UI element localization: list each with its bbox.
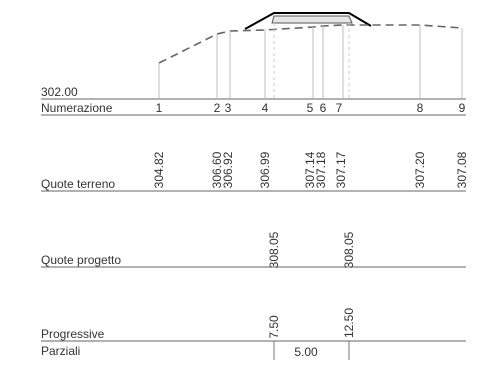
row-label-quote-terreno: Quote terreno bbox=[41, 177, 115, 191]
road-platform-fill bbox=[271, 15, 353, 24]
design-axis-dashed-lines bbox=[273, 23, 350, 98]
ground-elevation: 304.82 bbox=[152, 151, 166, 188]
section-number: 7 bbox=[336, 101, 343, 115]
progressive-distance: 12.50 bbox=[342, 308, 356, 338]
ground-profile-line bbox=[158, 24, 463, 64]
row-label-numerazione: Numerazione bbox=[41, 101, 113, 115]
ground-elevation: 307.08 bbox=[455, 151, 469, 188]
section-number: 6 bbox=[320, 101, 327, 115]
design-elevations: 308.05 308.05 bbox=[267, 231, 356, 268]
row-label-quote-progetto: Quote progetto bbox=[41, 253, 121, 267]
section-number: 8 bbox=[417, 101, 424, 115]
section-number: 1 bbox=[156, 101, 163, 115]
progressive-distances: 7.50 12.50 bbox=[267, 308, 356, 339]
ground-elevation: 307.18 bbox=[314, 151, 328, 188]
ground-elevation: 307.17 bbox=[334, 151, 348, 188]
design-elevation: 308.05 bbox=[267, 231, 281, 268]
reference-datum: 302.00 bbox=[41, 85, 78, 99]
section-number: 4 bbox=[262, 101, 269, 115]
design-elevation: 308.05 bbox=[342, 231, 356, 268]
ground-elevation: 306.60 bbox=[210, 151, 224, 188]
ground-elevation: 306.92 bbox=[221, 151, 235, 188]
table-rules bbox=[41, 98, 466, 342]
section-number: 9 bbox=[459, 101, 466, 115]
row-label-progressive: Progressive bbox=[41, 327, 105, 341]
ground-elevation: 307.14 bbox=[303, 151, 317, 188]
row-label-parziali: Parziali bbox=[41, 344, 80, 358]
partial-distance: 5.00 bbox=[294, 345, 318, 359]
progressive-distance: 7.50 bbox=[267, 315, 281, 339]
partial-distances: 5.00 bbox=[273, 341, 350, 360]
section-numbers: 1 2 3 4 5 6 7 8 9 bbox=[156, 101, 466, 115]
ground-elevations: 304.82 306.60 306.92 306.99 307.14 307.1… bbox=[152, 151, 469, 188]
section-axis-lines bbox=[158, 25, 463, 98]
ground-elevation: 306.99 bbox=[258, 151, 272, 188]
design-profile-line bbox=[244, 12, 372, 30]
profile-graphic bbox=[158, 12, 463, 98]
section-number: 2 bbox=[214, 101, 221, 115]
ground-elevation: 307.20 bbox=[413, 151, 427, 188]
section-number: 5 bbox=[307, 101, 314, 115]
section-number: 3 bbox=[225, 101, 232, 115]
